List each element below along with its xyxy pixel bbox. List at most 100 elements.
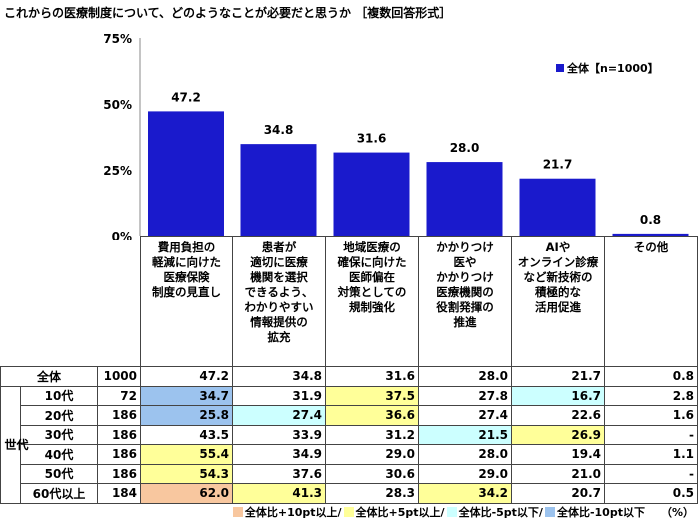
category-line: など新技術の xyxy=(523,270,593,284)
n-cell: 186 xyxy=(97,463,141,484)
category-line: 規制強化 xyxy=(349,300,395,314)
value-cell: 30.6 xyxy=(325,463,419,484)
value-cell: 37.6 xyxy=(232,463,326,484)
category-header: 費用負担の 軽減に向けた 医療保険 制度の見直し xyxy=(140,236,233,367)
legend-swatch xyxy=(556,64,564,72)
table-row: 60代以上 184 62.0 41.3 28.3 34.2 20.7 0.5 xyxy=(1,483,698,504)
n-cell: 186 xyxy=(97,424,141,445)
category-line: 制度の見直し xyxy=(152,285,221,299)
category-line: 患者が xyxy=(261,240,297,254)
row-label: 30代 xyxy=(20,424,98,445)
value-cell: - xyxy=(604,463,698,484)
bar xyxy=(333,152,410,236)
value-cell: 37.5 xyxy=(325,385,419,406)
category-line: その他 xyxy=(633,240,669,254)
bar xyxy=(426,162,503,236)
value-cell: 43.5 xyxy=(140,424,233,445)
category-line: 情報提供の xyxy=(250,315,308,329)
key-plus10: 全体比+10pt以上/ xyxy=(244,506,342,519)
key-minus10: 全体比-10pt以下 xyxy=(556,506,645,519)
category-line: 医師偏在 xyxy=(349,270,395,284)
category-header: その他 xyxy=(604,236,698,367)
value-cell: 28.3 xyxy=(325,483,419,504)
table-row: 40代 186 55.4 34.9 29.0 28.0 19.4 1.1 xyxy=(1,444,698,465)
value-cell: 54.3 xyxy=(140,463,233,484)
category-line: 拡充 xyxy=(267,330,291,344)
value-cell: - xyxy=(604,424,698,445)
value-cell: 21.7 xyxy=(511,366,605,387)
swatch-minus10 xyxy=(544,507,555,517)
category-line: 適切に医療 xyxy=(250,255,308,269)
category-line: 対策としての xyxy=(337,285,407,299)
y-tick-label: 0% xyxy=(112,230,132,240)
category-line: 地域医療の xyxy=(343,240,401,254)
value-cell: 36.6 xyxy=(325,405,419,426)
category-line: 推進 xyxy=(453,315,477,329)
bar xyxy=(612,233,689,236)
table-row: 30代 186 43.5 33.9 31.2 21.5 26.9- xyxy=(1,424,698,445)
row-label: 全体 xyxy=(0,366,98,387)
group-label-text: 世代 xyxy=(4,437,29,452)
value-cell: 25.8 xyxy=(140,405,233,426)
value-cell: 29.0 xyxy=(325,444,419,465)
key-minus5: 全体比-5pt以下/ xyxy=(458,506,543,519)
value-cell: 19.4 xyxy=(511,444,605,465)
value-cell: 21.0 xyxy=(511,463,605,484)
category-header: 地域医療の 確保に向けた 医師偏在 対策としての 規制強化 xyxy=(325,236,419,367)
value-cell: 27.4 xyxy=(232,405,326,426)
y-tick-label: 50% xyxy=(103,98,132,112)
category-header: 患者が 適切に医療 機関を選択 できるよう、 わかりやすい 情報提供の 拡充 xyxy=(232,236,326,367)
category-line: わかりやすい xyxy=(244,300,314,314)
data-label: 21.7 xyxy=(543,158,573,172)
n-cell: 184 xyxy=(97,483,141,504)
value-cell: 1.6 xyxy=(604,405,698,426)
category-line: かかりつけ xyxy=(436,240,494,254)
category-line: できるよう、 xyxy=(244,285,314,299)
data-label: 47.2 xyxy=(171,90,201,104)
n-cell: 186 xyxy=(97,405,141,426)
table-row-total: 全体 1000 47.2 34.8 31.6 28.0 21.7 0.8 xyxy=(0,366,698,387)
value-cell: 34.8 xyxy=(232,366,326,387)
value-cell: 34.2 xyxy=(418,483,512,504)
category-line: 積極的な xyxy=(535,285,581,299)
row-label: 60代以上 xyxy=(20,483,98,504)
table-row: 20代 186 25.8 27.4 36.6 27.4 22.6 1.6 xyxy=(1,405,698,426)
swatch-minus5 xyxy=(446,507,457,517)
value-cell: 16.7 xyxy=(511,385,605,406)
value-cell: 41.3 xyxy=(232,483,326,504)
row-label: 50代 xyxy=(20,463,98,484)
value-cell: 31.9 xyxy=(232,385,326,406)
group-label: 世代 xyxy=(0,385,29,504)
value-cell: 34.7 xyxy=(140,385,233,406)
value-cell: 28.0 xyxy=(418,366,512,387)
value-cell: 2.8 xyxy=(604,385,698,406)
row-label: 40代 xyxy=(20,444,98,465)
legend: 全体【n=1000】 xyxy=(556,60,659,76)
value-cell: 55.4 xyxy=(140,444,233,465)
legend-label: 全体【n=1000】 xyxy=(567,62,659,75)
category-line: 費用負担の xyxy=(157,240,216,254)
n-cell: 1000 xyxy=(97,366,141,387)
unit-label: （%） xyxy=(660,506,694,519)
value-cell: 28.0 xyxy=(418,444,512,465)
n-cell: 72 xyxy=(97,385,141,406)
value-cell: 31.2 xyxy=(325,424,419,445)
value-cell: 31.6 xyxy=(325,366,419,387)
value-cell: 1.1 xyxy=(604,444,698,465)
value-cell: 21.5 xyxy=(418,424,512,445)
bar-chart: 0% 25% 50% 75% 47.2 34.8 31.6 28.0 21.7 0.8 xyxy=(103,32,689,240)
category-line: 医療保険 xyxy=(163,270,210,284)
data-table: 費用負担の 軽減に向けた 医療保険 制度の見直し 患者が 適切に医療 機関を選択 できるよう、… xyxy=(0,236,698,504)
table-row: 世代 10代 72 34.7 31.9 37.5 27.8 16.7 2.8 xyxy=(0,385,698,504)
y-tick-label: 25% xyxy=(103,164,132,178)
value-cell: 47.2 xyxy=(140,366,233,387)
data-label: 28.0 xyxy=(450,141,480,155)
data-label: 0.8 xyxy=(640,213,661,227)
data-label: 31.6 xyxy=(357,132,387,146)
chart-title: これからの医療制度について、どのようなことが必要だと思うか ［複数回答形式］ xyxy=(4,6,452,20)
y-tick-label: 75% xyxy=(103,32,132,46)
data-label: 34.8 xyxy=(264,123,294,137)
swatch-plus5 xyxy=(343,507,354,517)
value-cell: 33.9 xyxy=(232,424,326,445)
category-line: 役割発揮の xyxy=(436,300,494,314)
